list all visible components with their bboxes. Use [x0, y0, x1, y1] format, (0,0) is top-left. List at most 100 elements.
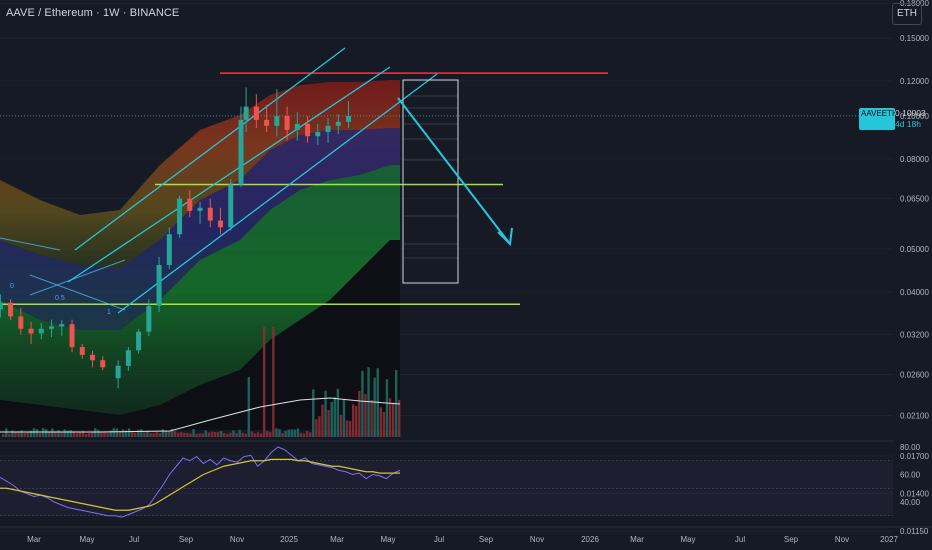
volume-bar [63, 429, 66, 437]
candle-body [315, 132, 321, 137]
volume-bar [192, 429, 195, 437]
volume-bar [11, 430, 14, 437]
volume-bar [60, 432, 63, 437]
candle-body [146, 305, 152, 332]
volume-bar [109, 430, 112, 437]
projection-arrowhead [497, 227, 513, 247]
volume-bar [278, 429, 281, 437]
time-axis[interactable]: Mar May Jul Sep Nov 2025 Mar May Jul Sep Nov 2026 Ma… [0, 526, 932, 544]
volume-bar [201, 433, 204, 437]
volume-bar [398, 399, 401, 437]
candle-body [294, 123, 300, 130]
candle-body [325, 125, 331, 133]
volume-bar [348, 420, 352, 437]
volume-bar [130, 431, 134, 437]
candle-body [115, 365, 121, 379]
price-tick-label: 0.18000 [900, 0, 929, 8]
candle-body [218, 220, 224, 228]
candle-body [238, 119, 244, 185]
volume-bar [355, 406, 358, 437]
time-tick-label: May [380, 535, 395, 544]
candle-body [28, 328, 34, 334]
last-price-readout: 0.10003 4d 18h [895, 108, 926, 130]
volume-bar [333, 396, 336, 437]
volume-bar [103, 431, 106, 437]
volume-bar [35, 429, 39, 437]
candle-countdown: 4d 18h [895, 119, 921, 129]
volume-bar [20, 430, 23, 437]
price-tick-label: 0.12000 [900, 77, 929, 86]
volume-bar [112, 428, 115, 437]
volume-bar [91, 431, 94, 437]
volume-bar [370, 399, 373, 437]
last-price-label: AAVEETH [859, 108, 898, 130]
candle-body [166, 234, 172, 266]
volume-bar [266, 431, 269, 437]
volume-bar [54, 431, 57, 437]
price-tick-label: 0.01700 [900, 452, 929, 461]
volume-bar [180, 432, 183, 437]
fib-line [29, 259, 126, 296]
volume-bar [189, 433, 192, 437]
candle-body [177, 198, 183, 235]
volume-bar [44, 429, 48, 437]
volume-bar [235, 433, 238, 437]
rsi-pane: 80.00 60.00 40.00 [0, 440, 921, 518]
currency-button[interactable]: ETH [892, 3, 922, 25]
volume-bar [32, 428, 36, 437]
volume-bar [241, 432, 244, 437]
volume-bar [351, 404, 355, 437]
volume-bar [164, 430, 168, 437]
volume-bar [183, 432, 186, 437]
measure-box [402, 79, 459, 284]
volume-bar [364, 393, 367, 437]
volume-bar [391, 402, 395, 437]
time-tick-label: 2027 [880, 535, 898, 544]
volume-bar [269, 431, 272, 437]
volume-bar [238, 429, 241, 437]
price-axis[interactable]: 0.18000 0.15000 0.12000 0.10000 0.08000 0.065… [900, 0, 929, 550]
volume-bar [287, 429, 290, 437]
time-tick-label: Nov [835, 535, 849, 544]
volume-bar [247, 377, 250, 437]
candle-body [90, 354, 96, 361]
volume-bar [253, 433, 257, 437]
candle-body [0, 302, 3, 310]
volume-bar [339, 414, 343, 437]
volume-bar [281, 433, 284, 437]
candle-body [228, 184, 234, 228]
candle-body [187, 198, 193, 211]
volume-bar [118, 431, 122, 437]
channel-line [117, 73, 438, 314]
volume-bar [170, 428, 174, 437]
volume-bar [137, 429, 140, 437]
price-tick-label: 0.01400 [900, 489, 929, 498]
volume-bar [23, 433, 26, 437]
annotation-lines[interactable]: 00.51 [0, 47, 893, 316]
volume-bar [8, 433, 11, 437]
volume-bar [327, 409, 330, 437]
price-tick-label: 0.02100 [900, 411, 929, 420]
candle-body [8, 302, 14, 317]
volume-bar [155, 432, 158, 437]
volume-bar [312, 389, 315, 437]
last-price-value: 0.10003 [895, 108, 926, 118]
volume-bar [223, 432, 226, 437]
volume-bar [38, 432, 42, 437]
volume-bar [115, 428, 118, 437]
price-tick-label: 0.06500 [900, 195, 929, 204]
rsi-ma-line [0, 458, 400, 511]
volume-bar [232, 430, 235, 437]
volume-ma [0, 397, 401, 433]
candle-body [18, 316, 24, 329]
price-tick-label: 0.02600 [900, 371, 929, 380]
time-tick-label: 2025 [280, 535, 298, 544]
fib-line [29, 274, 126, 311]
price-tick-label: 0.05000 [900, 245, 929, 254]
volume-bar [330, 401, 333, 437]
volume-bar [167, 431, 171, 437]
candle-body [264, 119, 270, 126]
volume-bar [388, 398, 392, 437]
volume-bar [146, 430, 149, 437]
